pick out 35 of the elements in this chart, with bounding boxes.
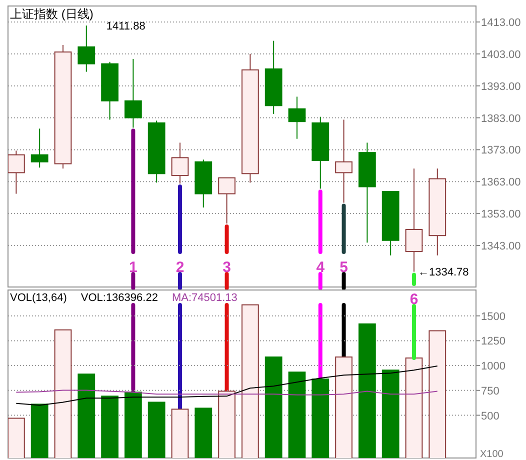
annotation: 1411.88	[106, 20, 146, 33]
y-tick-label: 1000	[481, 360, 506, 373]
y-tick-label: 1373.00	[481, 144, 521, 157]
y-tick-label: 500	[481, 410, 500, 422]
y-tick-label: 1383.00	[481, 112, 521, 125]
candlestick	[171, 142, 189, 184]
annotation: 1	[129, 259, 138, 276]
y-axis-title: X100	[480, 449, 504, 460]
annotation: VOL(13,64)	[10, 292, 67, 304]
y-tick-label: 1363.00	[481, 176, 521, 189]
candlestick	[78, 25, 96, 72]
chart-title: 上证指数 (日线)	[10, 7, 94, 21]
candlestick	[335, 119, 352, 204]
candlestick	[288, 96, 306, 140]
y-tick-label: 750	[481, 385, 500, 398]
y-tick-label: 1500	[481, 310, 506, 323]
y-tick-label: 1413.00	[481, 16, 521, 29]
annotation: 6	[410, 291, 418, 308]
annotation: ←1334.78	[418, 266, 469, 279]
annotation: 4	[316, 259, 326, 276]
candlestick	[30, 128, 48, 168]
candlestick	[124, 58, 142, 128]
annotation: VOL:136396.22	[80, 292, 158, 304]
line-series	[16, 366, 438, 406]
y-tick-label: 1403.00	[481, 48, 521, 61]
annotation: MA:74501.13	[172, 292, 238, 304]
candlestick	[218, 177, 236, 224]
y-tick-label: 1250	[481, 336, 506, 348]
annotation: 3	[222, 259, 231, 276]
annotation: 2	[176, 259, 184, 276]
y-tick-label: 1393.00	[481, 80, 521, 93]
y-tick-label: 1343.00	[481, 240, 521, 252]
candlestick	[8, 150, 25, 194]
y-tick-label: 1353.00	[481, 208, 521, 221]
annotation: 5	[340, 259, 348, 276]
